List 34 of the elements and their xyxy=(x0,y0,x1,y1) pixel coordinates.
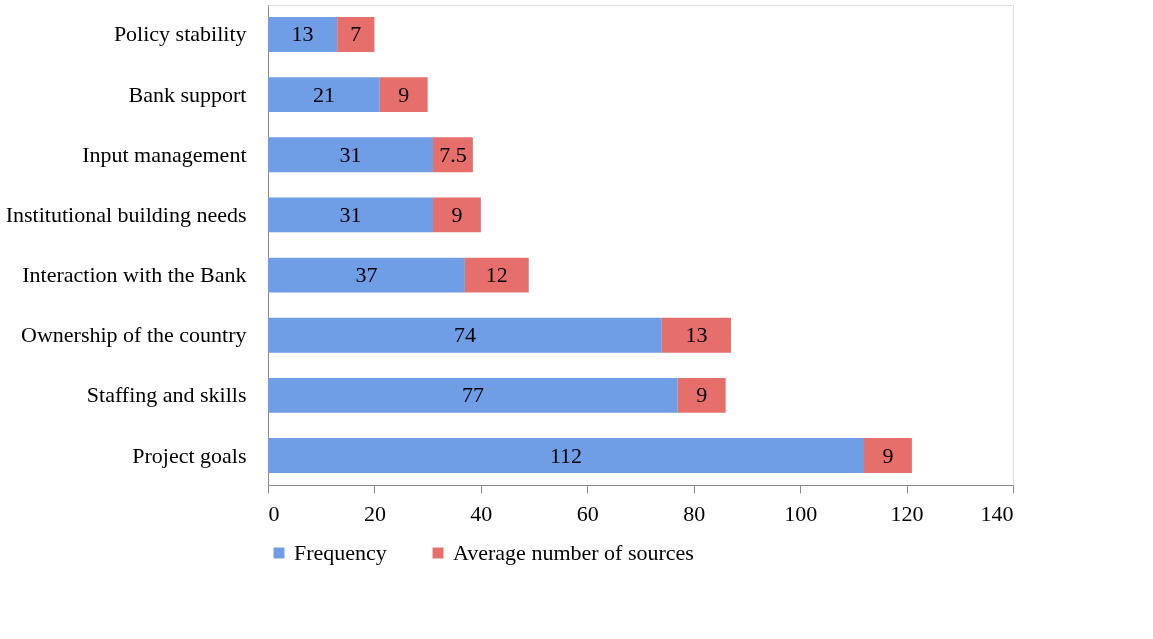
data-label: 21 xyxy=(312,81,335,107)
y-tick-label: Staffing and skills xyxy=(86,382,247,408)
data-label: 9 xyxy=(398,81,410,107)
data-label: 31 xyxy=(339,141,362,167)
data-label: 12 xyxy=(485,262,508,288)
y-tick-label: Ownership of the country xyxy=(21,322,247,348)
legend-label: Average number of sources xyxy=(453,540,694,565)
x-tick-label: 80 xyxy=(683,500,706,526)
data-label: 9 xyxy=(451,201,463,227)
x-tick-label: 140 xyxy=(980,500,1014,526)
y-tick-label: Input management xyxy=(82,141,247,167)
data-label: 13 xyxy=(291,21,314,47)
y-tick-label: Bank support xyxy=(128,81,247,107)
data-label: 7.5 xyxy=(439,141,467,167)
data-label: 7 xyxy=(350,21,362,47)
x-tick-label: 40 xyxy=(470,500,493,526)
x-tick-label: 120 xyxy=(890,500,924,526)
y-tick-label: Project goals xyxy=(132,442,247,468)
x-tick-label: 0 xyxy=(268,500,280,526)
data-label: 37 xyxy=(355,262,378,288)
x-tick-label: 60 xyxy=(576,500,599,526)
data-label: 13 xyxy=(685,322,708,348)
data-label: 77 xyxy=(461,382,484,408)
data-label: 112 xyxy=(549,442,583,468)
legend-label: Frequency xyxy=(294,540,387,565)
data-label: 31 xyxy=(339,201,362,227)
data-label: 9 xyxy=(696,382,708,408)
data-label: 74 xyxy=(453,322,476,348)
x-tick-label: 20 xyxy=(363,500,386,526)
data-label: 9 xyxy=(882,442,894,468)
y-tick-label: Interaction with the Bank xyxy=(22,262,247,288)
x-tick-label: 100 xyxy=(784,500,818,526)
y-tick-label: Institutional building needs xyxy=(5,201,247,227)
y-tick-label: Policy stability xyxy=(113,21,247,47)
